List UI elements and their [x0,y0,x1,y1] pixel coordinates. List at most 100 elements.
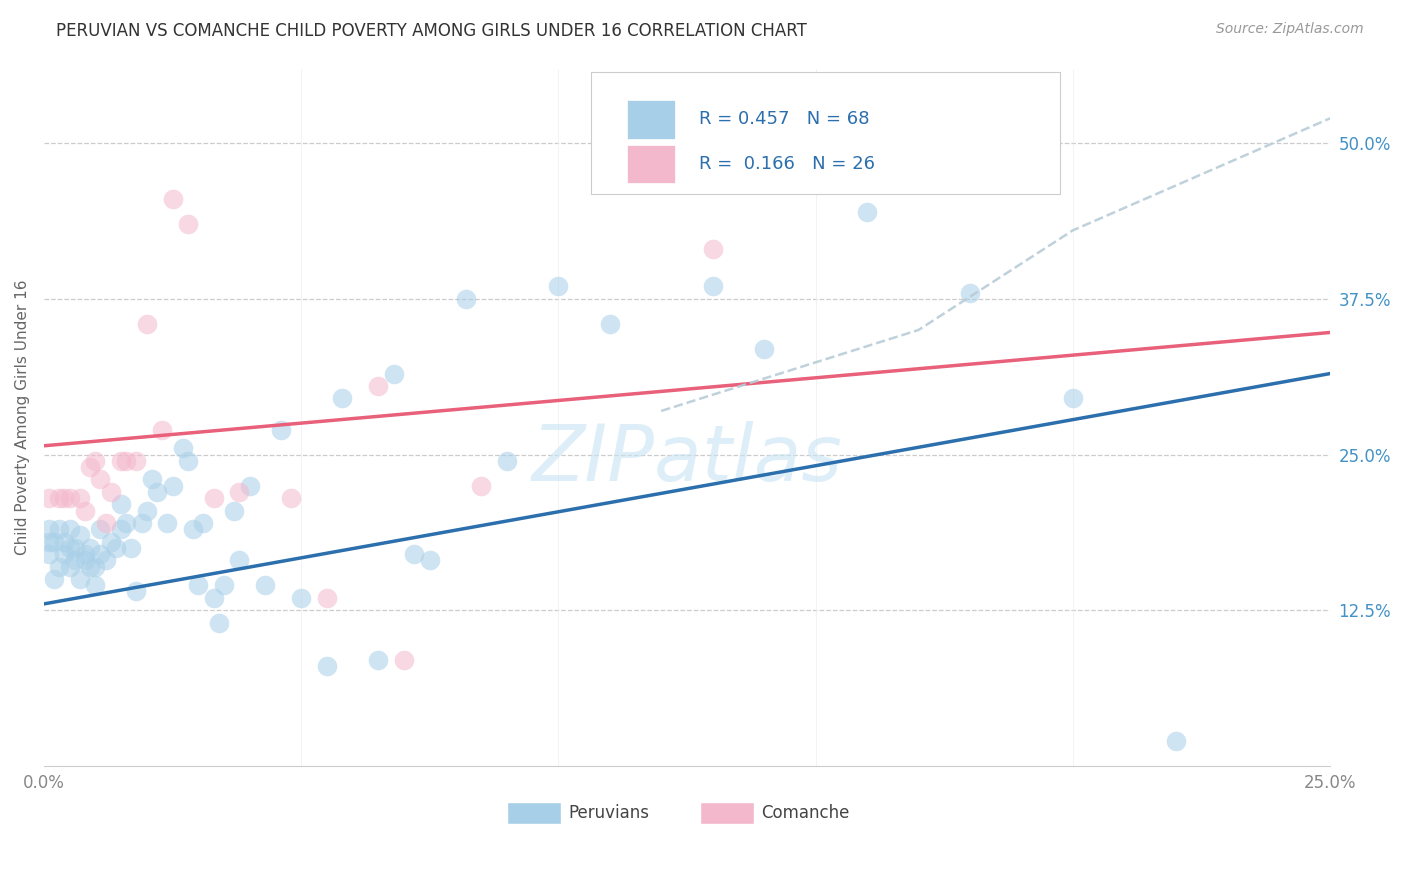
Point [79,459,101,474]
Point [53,547,76,561]
FancyBboxPatch shape [627,100,675,138]
Point [599,317,621,331]
Point [59,559,82,574]
Point [110,454,132,468]
Point [79,559,101,574]
Point [454,292,477,306]
Point [187,578,209,592]
Point [94,516,117,530]
Point [162,192,184,206]
Point [131,516,153,530]
Point [146,484,169,499]
Point [53,491,76,505]
Point [135,317,157,331]
Point [89,547,111,561]
Point [181,522,204,536]
Point [89,522,111,536]
Point [48,491,70,505]
Point [115,516,138,530]
Point [392,653,415,667]
Point [89,472,111,486]
Point [193,516,215,530]
Point [44,534,66,549]
Point [315,591,337,605]
Point [84,454,107,468]
Point [228,553,250,567]
Point [135,503,157,517]
Point [84,578,107,592]
Point [73,547,96,561]
Point [367,379,389,393]
Point [100,534,122,549]
Point [470,478,492,492]
Point [270,423,292,437]
Point [69,528,91,542]
Point [959,285,981,300]
Point [48,522,70,536]
Point [141,472,163,486]
Text: R =  0.166   N = 26: R = 0.166 N = 26 [699,155,875,173]
Point [79,541,101,555]
Point [125,584,148,599]
Point [419,553,441,567]
Text: PERUVIAN VS COMANCHE CHILD POVERTY AMONG GIRLS UNDER 16 CORRELATION CHART: PERUVIAN VS COMANCHE CHILD POVERTY AMONG… [56,22,807,40]
Point [177,454,200,468]
Point [404,547,426,561]
Point [38,534,60,549]
Point [100,484,122,499]
Point [239,478,262,492]
Point [228,484,250,499]
Text: Peruvians: Peruvians [568,805,650,822]
Point [702,242,724,256]
Point [59,522,82,536]
Point [496,454,519,468]
Point [94,553,117,567]
Point [162,478,184,492]
Point [38,547,60,561]
Y-axis label: Child Poverty Among Girls Under 16: Child Poverty Among Girls Under 16 [15,279,30,555]
Point [367,653,389,667]
Point [547,279,569,293]
Point [69,491,91,505]
Point [150,423,173,437]
Point [290,591,312,605]
Point [125,454,148,468]
Point [84,559,107,574]
Point [177,217,200,231]
Point [212,578,235,592]
Text: Source: ZipAtlas.com: Source: ZipAtlas.com [1216,22,1364,37]
Point [224,503,246,517]
Point [73,503,96,517]
Point [382,367,405,381]
Point [120,541,142,555]
Point [63,541,86,555]
Point [1164,734,1187,748]
Point [702,279,724,293]
Point [59,541,82,555]
Point [110,522,132,536]
Point [202,491,225,505]
Point [38,491,60,505]
Text: R = 0.457   N = 68: R = 0.457 N = 68 [699,111,869,128]
Point [202,591,225,605]
Point [48,559,70,574]
Point [110,497,132,511]
FancyBboxPatch shape [700,802,754,824]
FancyBboxPatch shape [627,145,675,183]
Point [254,578,277,592]
Point [104,541,127,555]
FancyBboxPatch shape [591,72,1060,194]
Text: Comanche: Comanche [762,805,851,822]
Point [53,534,76,549]
Text: ZIPatlas: ZIPatlas [531,421,842,497]
Point [44,572,66,586]
Point [315,659,337,673]
Point [172,442,194,456]
Point [156,516,179,530]
Point [69,572,91,586]
Point [752,342,775,356]
Point [73,553,96,567]
FancyBboxPatch shape [508,802,561,824]
Point [330,392,353,406]
Point [280,491,302,505]
